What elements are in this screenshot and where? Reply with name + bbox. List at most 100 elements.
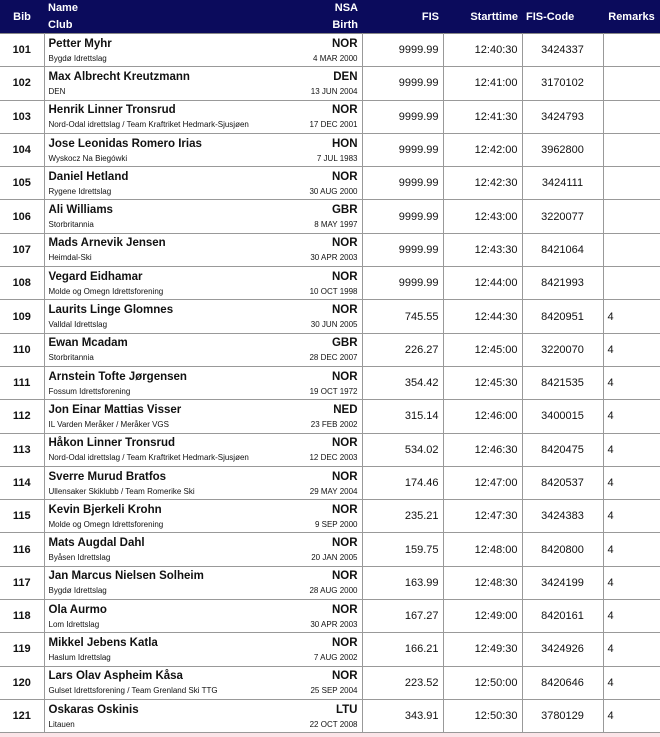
birth-date: 12 DEC 2003 <box>309 453 358 463</box>
club: Ullensaker Skiklubb / Team Romerike Ski <box>48 486 195 496</box>
fis-code: 3170102 <box>521 66 604 101</box>
remarks: 4 <box>602 366 660 401</box>
table-row: 103 Henrik Linner Tronsrud NOR Nord-Odal … <box>0 100 660 134</box>
fis-points: 163.99 <box>361 566 444 601</box>
remarks: 4 <box>602 699 660 734</box>
remarks: 4 <box>602 499 660 534</box>
athlete-cell: Arnstein Tofte Jørgensen NOR Fossum Idret… <box>43 366 363 401</box>
bib: 101 <box>0 33 45 68</box>
remarks <box>602 66 660 101</box>
athlete-name: Mads Arnevik Jensen <box>48 237 166 250</box>
fis-code: 3424111 <box>521 166 604 201</box>
start-time: 12:48:00 <box>442 532 523 567</box>
club: Heimdal-Ski <box>48 253 92 263</box>
header-fis: FIS <box>362 0 443 34</box>
header-fis-code: FIS-Code <box>522 0 603 34</box>
fis-points: 9999.99 <box>361 66 444 101</box>
remarks: 4 <box>602 399 660 434</box>
athlete-cell: Kevin Bjerkeli Krohn NOR Molde og Omegn I… <box>43 499 363 534</box>
bib: 109 <box>0 299 45 334</box>
bib: 103 <box>0 100 45 134</box>
table-row: 121 Oskaras Oskinis LTU Litauen 22 OCT 200… <box>0 699 660 734</box>
athlete-name: Ali Williams <box>48 204 113 217</box>
bib: 113 <box>0 433 45 467</box>
bib: 120 <box>0 666 45 700</box>
table-row: 117 Jan Marcus Nielsen Solheim NOR Bygdø … <box>0 566 660 601</box>
nsa: NOR <box>331 470 358 483</box>
table-row: 101 Petter Myhr NOR Bygdø Idrettslag 4 MAR… <box>0 33 660 68</box>
start-time: 12:48:30 <box>442 566 523 601</box>
start-time: 12:44:00 <box>442 266 523 301</box>
remarks: 4 <box>602 333 660 367</box>
athlete-name: Laurits Linge Glomnes <box>48 304 174 317</box>
club: Molde og Omegn Idrettsforening <box>48 286 164 296</box>
athlete-cell: Max Albrecht Kreutzmann DEN DEN 13 JUN 200… <box>43 66 363 101</box>
nsa: NOR <box>331 270 358 283</box>
start-time: 12:44:30 <box>442 299 523 334</box>
fis-code: 8421535 <box>521 366 604 401</box>
table-row: 105 Daniel Hetland NOR Rygene Idrettslag 3… <box>0 166 660 201</box>
remarks <box>602 100 660 134</box>
start-time: 12:46:30 <box>442 433 523 467</box>
club: Nord-Odal idrettslag / Team Kraftriket H… <box>48 120 249 130</box>
club: Wyskocz Na Biegówki <box>48 153 128 163</box>
club: Litauen <box>48 719 75 729</box>
fis-points: 9999.99 <box>361 100 444 134</box>
club: Gulset Idrettsforening / Team Grenland S… <box>48 686 218 696</box>
fis-code: 3424926 <box>521 632 604 667</box>
remarks: 4 <box>602 666 660 700</box>
bib: 112 <box>0 399 45 434</box>
remarks: 4 <box>602 566 660 601</box>
birth-date: 29 MAY 2004 <box>309 486 358 496</box>
club: Storbritannia <box>48 220 94 230</box>
athlete-cell: Laurits Linge Glomnes NOR Valldal Idretts… <box>43 299 363 334</box>
club: Byåsen Idrettslag <box>48 553 111 563</box>
birth-date: 25 SEP 2004 <box>310 686 358 696</box>
athlete-cell: Mikkel Jebens Katla NOR Haslum Idrettslag… <box>43 632 363 667</box>
birth-date: 23 FEB 2002 <box>310 419 358 429</box>
athlete-cell: Jan Marcus Nielsen Solheim NOR Bygdø Idre… <box>43 566 363 601</box>
table-row: 112 Jon Einar Mattias Visser NED IL Varde… <box>0 399 660 434</box>
fis-points: 354.42 <box>361 366 444 401</box>
club: Haslum Idrettslag <box>48 652 111 662</box>
fis-points: 235.21 <box>361 499 444 534</box>
athlete-cell: Oskaras Oskinis LTU Litauen 22 OCT 2008 <box>43 699 363 734</box>
remarks <box>602 266 660 301</box>
athlete-name: Kevin Bjerkeli Krohn <box>48 503 162 516</box>
fis-points: 9999.99 <box>361 233 444 268</box>
fis-code: 8421064 <box>521 233 604 268</box>
athlete-name: Ola Aurmo <box>48 603 107 616</box>
birth-date: 28 DEC 2007 <box>309 353 358 363</box>
birth-date: 4 MAR 2000 <box>313 53 358 63</box>
club: Bygdø Idrettslag <box>48 53 107 63</box>
bib: 108 <box>0 266 45 301</box>
fis-code: 3962800 <box>521 133 604 168</box>
nsa: HON <box>331 137 358 150</box>
remarks <box>602 233 660 268</box>
remarks <box>602 166 660 201</box>
athlete-name: Vegard Eidhamar <box>48 270 143 283</box>
table-row: 109 Laurits Linge Glomnes NOR Valldal Idr… <box>0 299 660 334</box>
fis-code: 3424337 <box>521 33 604 68</box>
birth-date: 30 JUN 2005 <box>310 320 358 330</box>
fis-points: 315.14 <box>361 399 444 434</box>
athlete-cell: Petter Myhr NOR Bygdø Idrettslag 4 MAR 200… <box>43 33 363 68</box>
birth-date: 9 SEP 2000 <box>314 519 358 529</box>
bib: 117 <box>0 566 45 601</box>
start-time: 12:47:30 <box>442 499 523 534</box>
fis-points: 9999.99 <box>361 266 444 301</box>
start-time: 12:46:00 <box>442 399 523 434</box>
header-name-nsa: Name NSA Club Birth <box>44 0 362 34</box>
fis-code: 3220070 <box>521 333 604 367</box>
remarks: 4 <box>602 466 660 501</box>
table-row: 113 Håkon Linner Tronsrud NOR Nord-Odal i… <box>0 433 660 467</box>
athlete-name: Arnstein Tofte Jørgensen <box>48 370 187 383</box>
nsa: NOR <box>331 304 358 317</box>
bib: 116 <box>0 532 45 567</box>
fis-code: 3424199 <box>521 566 604 601</box>
athlete-name: Henrik Linner Tronsrud <box>48 104 176 117</box>
table-row: 110 Ewan Mcadam GBR Storbritannia 28 DEC 2… <box>0 333 660 367</box>
nsa: NOR <box>331 537 358 550</box>
header-remarks: Remarks <box>603 0 660 34</box>
bib: 102 <box>0 66 45 101</box>
